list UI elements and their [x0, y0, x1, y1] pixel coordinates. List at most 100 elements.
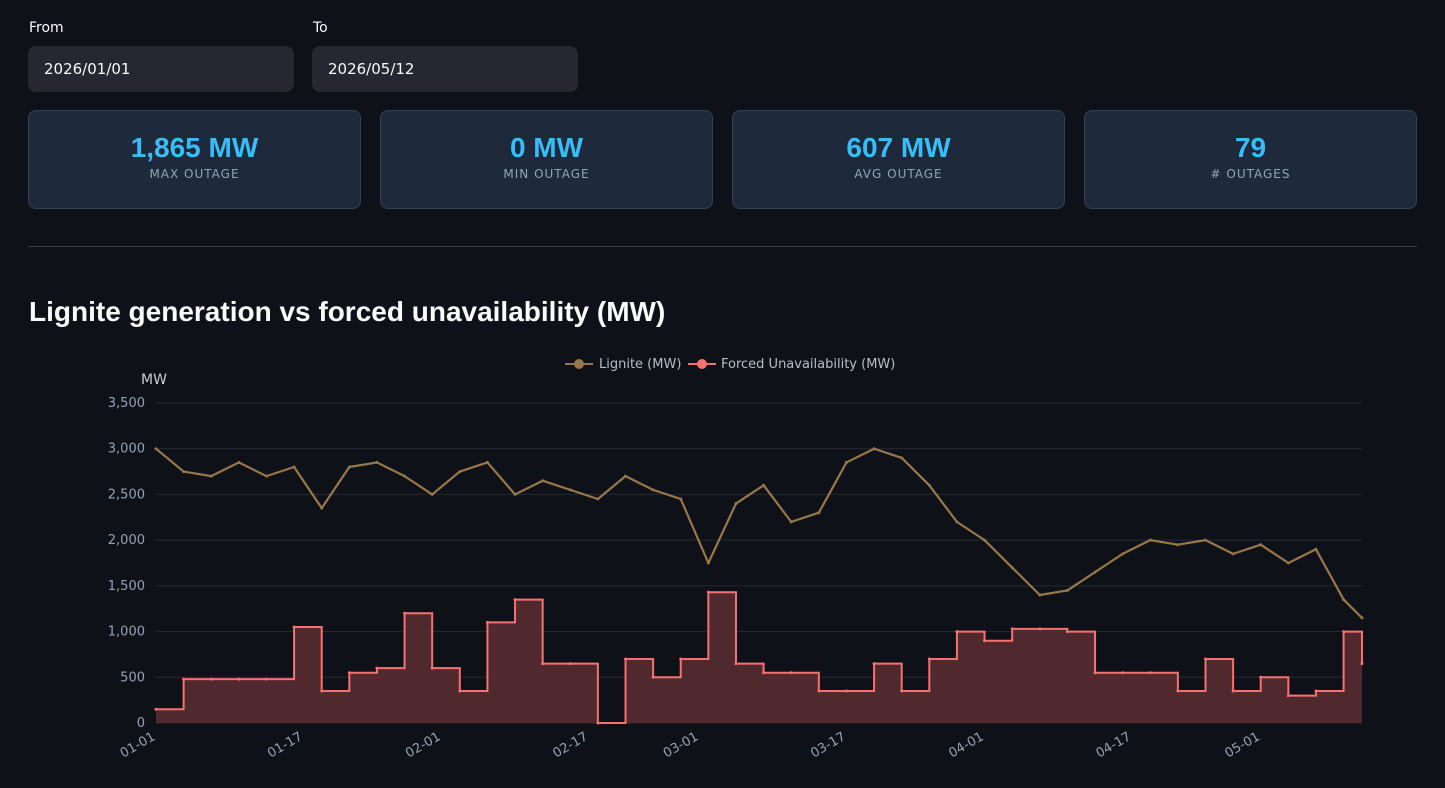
lignite-point — [955, 520, 959, 524]
forced-point — [1203, 657, 1207, 661]
lignite-point — [320, 506, 324, 510]
x-tick-label: 01-01 — [118, 729, 158, 761]
chart-legend[interactable]: Lignite (MW) Forced Unavailability (MW) — [565, 357, 895, 372]
forced-point — [1314, 689, 1318, 693]
forced-point — [182, 677, 186, 681]
lignite-point — [1121, 552, 1125, 556]
metric-value: 79 — [1234, 132, 1267, 163]
lignite-point — [624, 474, 628, 478]
forced-point — [264, 677, 268, 681]
lignite-point — [983, 538, 987, 542]
lignite-point — [182, 470, 186, 474]
forced-point — [596, 721, 600, 725]
metric-label: MAX OUTAGE — [149, 167, 240, 181]
forced-point — [1093, 671, 1097, 675]
forced-point — [320, 689, 324, 693]
legend-forced-label[interactable]: Forced Unavailability (MW) — [721, 357, 895, 372]
metric-label: AVG OUTAGE — [854, 167, 943, 181]
lignite-point — [1231, 552, 1235, 556]
lignite-point — [568, 488, 572, 492]
lignite-point — [762, 483, 766, 487]
forced-point — [1121, 671, 1125, 675]
line-chart: 0 500 1,000 1,500 2,000 2,500 3,000 3,500 01-01… — [108, 357, 1364, 761]
y-tick-label: 3,500 — [108, 396, 145, 411]
forced-point — [1342, 630, 1346, 634]
section-divider — [28, 246, 1417, 247]
forced-point — [237, 677, 241, 681]
forced-point — [817, 689, 821, 693]
forced-point — [458, 689, 462, 693]
to-date-input[interactable] — [312, 46, 578, 92]
lignite-point — [900, 456, 904, 460]
metric-value: 607 MW — [846, 132, 951, 163]
forced-point — [789, 671, 793, 675]
lignite-point — [1038, 593, 1042, 597]
forced-point — [706, 590, 710, 594]
forced-point — [347, 671, 351, 675]
metric-value: 0 MW — [509, 132, 584, 163]
from-date-input[interactable] — [28, 46, 294, 92]
forced-point — [1010, 627, 1014, 631]
forced-point — [679, 657, 683, 661]
x-tick-label: 05-01 — [1223, 729, 1263, 761]
lignite-point — [706, 561, 710, 565]
lignite-point — [1065, 588, 1069, 592]
forced-point — [403, 611, 407, 615]
lignite-point — [1176, 543, 1180, 547]
forced-point — [844, 689, 848, 693]
forced-point — [292, 625, 296, 629]
forced-point — [624, 657, 628, 661]
forced-area — [156, 592, 1362, 723]
forced-point — [900, 689, 904, 693]
from-label: From — [29, 20, 64, 36]
forced-point — [485, 620, 489, 624]
x-axis-ticks: 01-01 01-17 02-01 02-17 03-01 03-17 04-01 04-17… — [118, 729, 1263, 761]
lignite-point — [679, 497, 683, 501]
lignite-point — [872, 447, 876, 451]
y-tick-label: 2,000 — [108, 533, 145, 548]
forced-point — [154, 707, 158, 711]
forced-point — [1148, 671, 1152, 675]
lignite-point — [375, 460, 379, 464]
lignite-point — [264, 474, 268, 478]
y-axis-label: MW — [141, 372, 167, 388]
y-tick-label: 0 — [137, 716, 145, 731]
x-tick-label: 04-17 — [1094, 729, 1134, 761]
lignite-point — [1286, 561, 1290, 565]
x-tick-label: 02-01 — [403, 729, 443, 761]
forced-point — [1231, 689, 1235, 693]
lignite-point — [154, 447, 158, 451]
lignite-line — [155, 447, 1363, 619]
lignite-point — [292, 465, 296, 469]
forced-point — [209, 677, 213, 681]
forced-point — [872, 662, 876, 666]
forced-point — [734, 662, 738, 666]
forced-point — [430, 666, 434, 670]
lignite-point — [817, 511, 821, 515]
lignite-point — [1093, 570, 1097, 574]
metric-value: 1,865 MW — [130, 132, 259, 163]
legend-lignite-label[interactable]: Lignite (MW) — [599, 357, 681, 372]
chart-title: Lignite generation vs forced unavailabil… — [29, 296, 666, 327]
metric-label: MIN OUTAGE — [503, 167, 590, 181]
chart-series — [154, 447, 1364, 725]
forced-point — [541, 662, 545, 666]
y-tick-label: 1,500 — [108, 579, 145, 594]
lignite-point — [209, 474, 213, 478]
forced-point — [375, 666, 379, 670]
lignite-point — [237, 460, 241, 464]
forced-point — [927, 657, 931, 661]
legend-forced-marker — [697, 359, 707, 369]
forced-point — [955, 630, 959, 634]
lignite-point — [458, 470, 462, 474]
forced-line — [156, 591, 1363, 724]
metric-card-outage-count: 79 # OUTAGES — [1084, 110, 1417, 209]
lignite-point — [1148, 538, 1152, 542]
lignite-point — [1314, 547, 1318, 551]
forced-point — [568, 662, 572, 666]
forced-point — [513, 598, 517, 602]
legend-lignite-marker — [574, 359, 584, 369]
forced-point — [651, 675, 655, 679]
forced-point — [1360, 662, 1364, 666]
x-tick-label: 03-01 — [661, 729, 701, 761]
